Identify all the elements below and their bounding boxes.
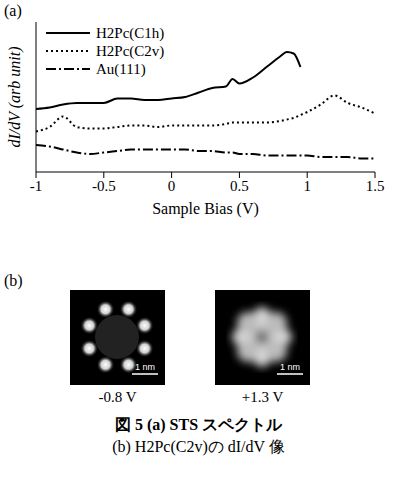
html-text:(b) H2Pc(C2v)の dI/dV 像: (b) H2Pc(C2v)の dI/dV 像 bbox=[112, 438, 285, 455]
html-text:H2Pc(C2v): H2Pc(C2v) bbox=[96, 43, 165, 59]
html-text:(a): (a) bbox=[4, 2, 22, 19]
html-text:-0.8 V: -0.8 V bbox=[98, 389, 137, 405]
html-text:H2Pc(C1h): H2Pc(C1h) bbox=[96, 25, 165, 41]
svg-text:1.5: 1.5 bbox=[366, 178, 385, 194]
svg-text:1 nm: 1 nm bbox=[135, 362, 155, 372]
html-text:+1.3 V: +1.3 V bbox=[241, 389, 284, 405]
svg-text:-0.5: -0.5 bbox=[92, 178, 116, 194]
svg-text:1 nm: 1 nm bbox=[280, 362, 300, 372]
html-text:Au(111): Au(111) bbox=[96, 61, 146, 77]
svg-text:0.5: 0.5 bbox=[230, 178, 249, 194]
html-text:図 5 (a) STS スペクトル: 図 5 (a) STS スペクトル bbox=[114, 416, 283, 433]
svg-text:0: 0 bbox=[168, 178, 176, 194]
svg-text:Sample Bias (V): Sample Bias (V) bbox=[152, 200, 259, 218]
svg-text:1: 1 bbox=[303, 178, 311, 194]
svg-text:-1: -1 bbox=[30, 178, 43, 194]
html-text:(b): (b) bbox=[4, 272, 23, 289]
svg-text:dI/dV (arb unit): dI/dV (arb unit) bbox=[6, 46, 24, 147]
